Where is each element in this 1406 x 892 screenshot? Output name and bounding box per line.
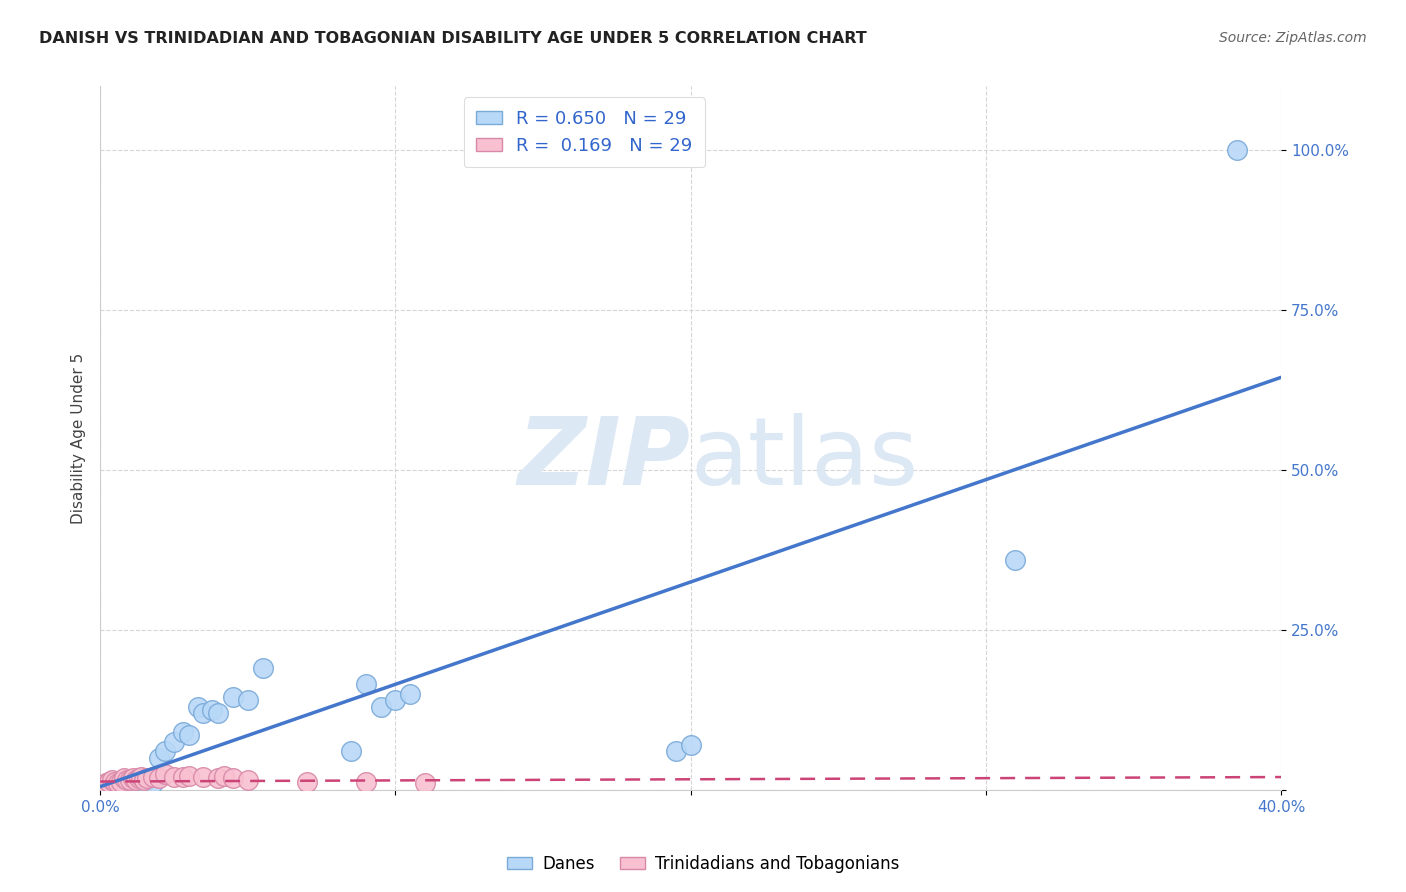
Point — [98, 775, 121, 789]
Point — [110, 775, 132, 789]
Point — [163, 735, 186, 749]
Point — [295, 775, 318, 789]
Point — [136, 772, 159, 786]
Point — [163, 770, 186, 784]
Point — [236, 693, 259, 707]
Point — [207, 772, 229, 786]
Point — [115, 773, 138, 788]
Point — [679, 738, 702, 752]
Point — [153, 744, 176, 758]
Point — [172, 770, 194, 784]
Point — [340, 744, 363, 758]
Point — [118, 773, 141, 788]
Point — [177, 729, 200, 743]
Point — [128, 772, 150, 786]
Point — [354, 775, 377, 789]
Point — [236, 773, 259, 788]
Point — [1226, 144, 1249, 158]
Text: DANISH VS TRINIDADIAN AND TOBAGONIAN DISABILITY AGE UNDER 5 CORRELATION CHART: DANISH VS TRINIDADIAN AND TOBAGONIAN DIS… — [39, 31, 868, 46]
Point — [142, 776, 165, 790]
Point — [384, 693, 406, 707]
Point — [121, 772, 143, 786]
Point — [131, 770, 153, 784]
Point — [399, 687, 422, 701]
Point — [207, 706, 229, 720]
Point — [98, 775, 121, 789]
Point — [101, 773, 124, 788]
Point — [201, 703, 224, 717]
Y-axis label: Disability Age Under 5: Disability Age Under 5 — [72, 352, 86, 524]
Point — [153, 767, 176, 781]
Point — [413, 776, 436, 790]
Point — [112, 772, 135, 786]
Legend: Danes, Trinidadians and Tobagonians: Danes, Trinidadians and Tobagonians — [501, 848, 905, 880]
Point — [222, 772, 245, 786]
Point — [222, 690, 245, 705]
Point — [110, 776, 132, 790]
Point — [134, 773, 156, 788]
Point — [370, 699, 392, 714]
Point — [134, 775, 156, 789]
Point — [124, 773, 146, 788]
Point — [148, 751, 170, 765]
Point — [665, 744, 688, 758]
Point — [252, 661, 274, 675]
Text: Source: ZipAtlas.com: Source: ZipAtlas.com — [1219, 31, 1367, 45]
Point — [107, 776, 129, 790]
Point — [104, 775, 127, 789]
Text: atlas: atlas — [690, 413, 920, 505]
Point — [94, 776, 117, 790]
Point — [142, 770, 165, 784]
Point — [1004, 552, 1026, 566]
Point — [193, 706, 215, 720]
Text: ZIP: ZIP — [517, 413, 690, 505]
Point — [172, 725, 194, 739]
Point — [354, 677, 377, 691]
Point — [212, 769, 235, 783]
Point — [115, 776, 138, 790]
Point — [148, 772, 170, 786]
Point — [193, 770, 215, 784]
Point — [124, 778, 146, 792]
Point — [118, 775, 141, 789]
Point — [177, 769, 200, 783]
Point — [104, 776, 127, 790]
Point — [187, 699, 209, 714]
Legend: R = 0.650   N = 29, R =  0.169   N = 29: R = 0.650 N = 29, R = 0.169 N = 29 — [464, 97, 704, 167]
